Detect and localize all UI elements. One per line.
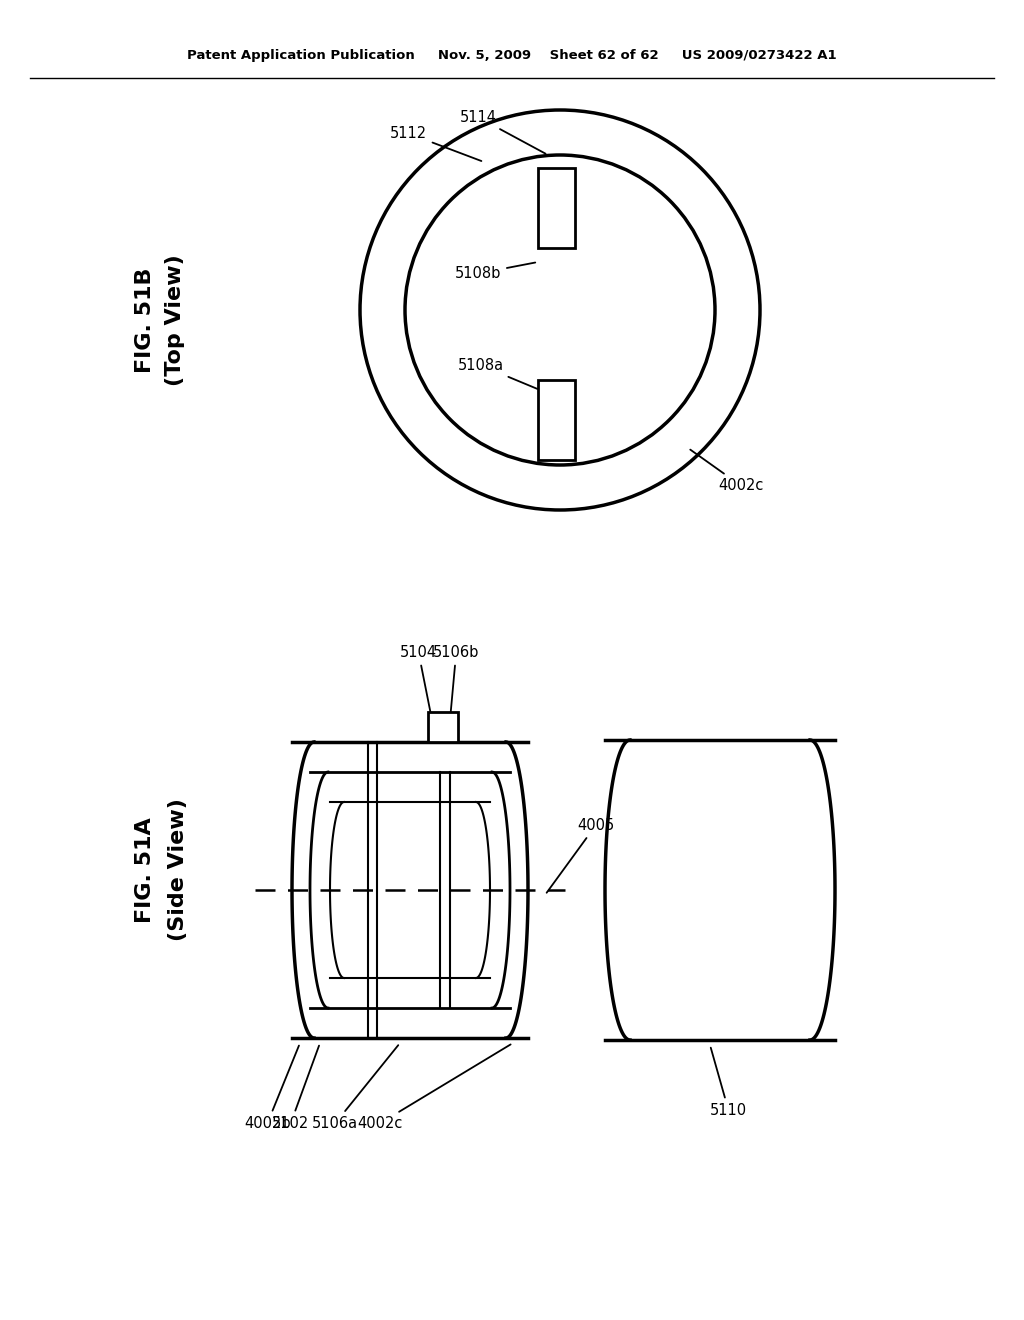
Text: 5110: 5110 (710, 1048, 748, 1118)
FancyBboxPatch shape (292, 742, 528, 1038)
FancyBboxPatch shape (605, 741, 835, 1040)
Text: 5106b: 5106b (433, 645, 479, 717)
Bar (538, 168, 575, 248)
Text: 4002b: 4002b (244, 1045, 299, 1131)
Text: 4002c: 4002c (690, 450, 763, 492)
Text: 4005: 4005 (547, 818, 614, 892)
Text: 5108b: 5108b (455, 263, 536, 281)
Bar (538, 380, 575, 459)
Text: 5114: 5114 (460, 110, 546, 153)
Text: 5108a: 5108a (458, 358, 538, 389)
Text: 5106a: 5106a (312, 1045, 398, 1131)
Text: 5102: 5102 (272, 1045, 319, 1131)
Text: 5112: 5112 (390, 125, 481, 161)
Text: FIG. 51B: FIG. 51B (135, 267, 155, 372)
Text: 4002c: 4002c (357, 1044, 511, 1131)
Text: Patent Application Publication     Nov. 5, 2009    Sheet 62 of 62     US 2009/02: Patent Application Publication Nov. 5, 2… (187, 49, 837, 62)
Text: 5104: 5104 (400, 645, 437, 717)
Text: FIG. 51A: FIG. 51A (135, 817, 155, 923)
Text: (Top View): (Top View) (165, 255, 185, 385)
Text: (Side View): (Side View) (168, 799, 188, 941)
Bar (428, 711, 458, 742)
